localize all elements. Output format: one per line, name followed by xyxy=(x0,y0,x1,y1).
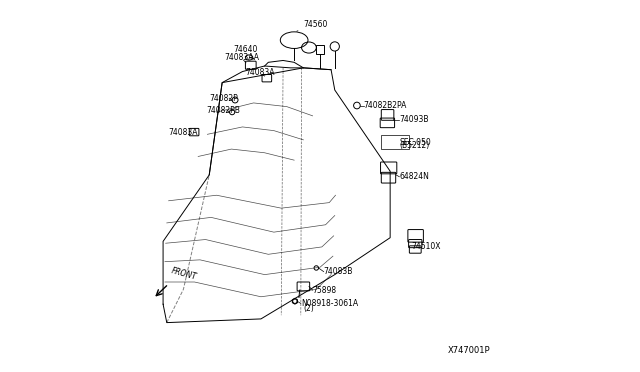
Text: 74083A: 74083A xyxy=(168,128,198,137)
Text: SEC.050: SEC.050 xyxy=(399,138,431,147)
Bar xyxy=(381,135,408,149)
Text: X747001P: X747001P xyxy=(447,346,490,355)
Text: 74082PB: 74082PB xyxy=(207,106,241,115)
Text: (B5212): (B5212) xyxy=(399,141,429,150)
Text: 74510X: 74510X xyxy=(412,243,441,251)
Text: (2): (2) xyxy=(303,304,314,313)
Text: 64824N: 64824N xyxy=(399,172,429,181)
Text: 74082B2PA: 74082B2PA xyxy=(364,101,407,110)
Text: 74082P: 74082P xyxy=(209,94,238,103)
Text: 74093B: 74093B xyxy=(399,115,429,124)
Text: 74083A: 74083A xyxy=(245,68,275,77)
Text: 75898: 75898 xyxy=(312,286,337,295)
Text: N08918-3061A: N08918-3061A xyxy=(301,299,358,308)
Text: 74083B: 74083B xyxy=(324,267,353,276)
Text: 74560: 74560 xyxy=(297,20,328,31)
Text: 74640: 74640 xyxy=(233,45,258,58)
Text: FRONT: FRONT xyxy=(170,267,198,282)
Text: 74083AA: 74083AA xyxy=(224,54,259,63)
Bar xyxy=(316,45,324,54)
